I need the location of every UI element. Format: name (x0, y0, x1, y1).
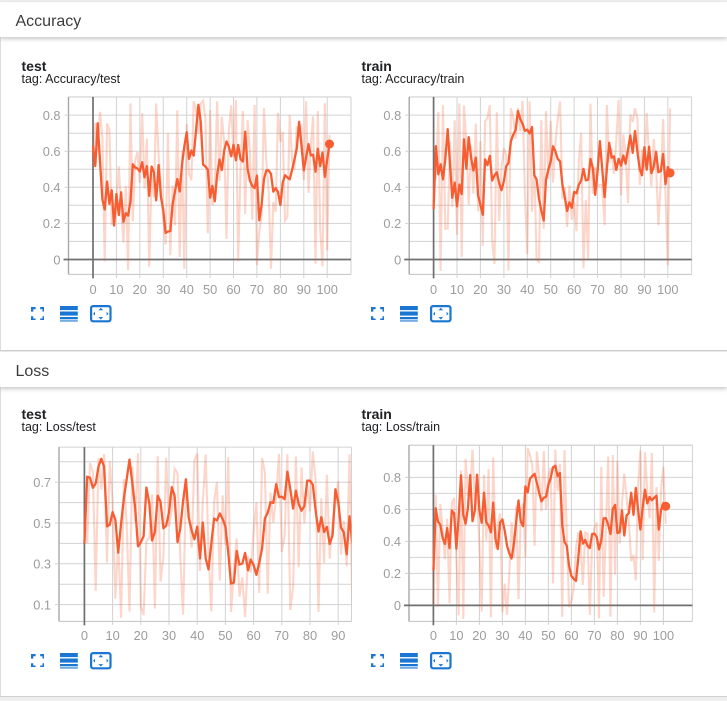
svg-text:20: 20 (134, 628, 148, 643)
svg-text:0.3: 0.3 (33, 557, 51, 572)
svg-text:30: 30 (162, 628, 176, 643)
svg-text:60: 60 (226, 282, 240, 297)
svg-text:0: 0 (81, 628, 88, 643)
svg-text:0.6: 0.6 (43, 144, 61, 159)
svg-text:0: 0 (394, 598, 401, 613)
svg-text:40: 40 (520, 282, 534, 297)
svg-text:30: 30 (497, 282, 511, 297)
svg-text:10: 10 (105, 628, 119, 643)
svg-text:20: 20 (472, 628, 486, 643)
svg-text:50: 50 (203, 282, 217, 297)
svg-text:0.8: 0.8 (43, 108, 61, 123)
svg-text:40: 40 (190, 628, 204, 643)
svg-text:0.4: 0.4 (383, 534, 401, 549)
svg-text:80: 80 (610, 628, 624, 643)
svg-text:60: 60 (567, 282, 581, 297)
svg-text:0: 0 (430, 282, 437, 297)
svg-text:0.6: 0.6 (383, 502, 401, 517)
svg-text:80: 80 (614, 282, 628, 297)
svg-text:10: 10 (109, 282, 123, 297)
svg-text:80: 80 (303, 628, 317, 643)
svg-text:70: 70 (590, 282, 604, 297)
svg-text:10: 10 (449, 628, 463, 643)
svg-text:30: 30 (156, 282, 170, 297)
svg-text:0.2: 0.2 (383, 566, 401, 581)
svg-text:80: 80 (273, 282, 287, 297)
svg-text:30: 30 (495, 628, 509, 643)
svg-text:10: 10 (450, 282, 464, 297)
svg-text:0.6: 0.6 (383, 144, 401, 159)
svg-text:0.7: 0.7 (33, 475, 51, 490)
svg-text:40: 40 (518, 628, 532, 643)
svg-text:0.1: 0.1 (33, 597, 51, 612)
svg-text:100: 100 (317, 282, 338, 297)
svg-text:0.8: 0.8 (383, 108, 401, 123)
svg-text:90: 90 (633, 628, 647, 643)
svg-text:50: 50 (218, 628, 232, 643)
svg-text:90: 90 (637, 282, 651, 297)
svg-text:0.4: 0.4 (383, 180, 401, 195)
svg-text:60: 60 (246, 628, 260, 643)
svg-text:100: 100 (657, 282, 678, 297)
svg-text:90: 90 (297, 282, 311, 297)
svg-text:70: 70 (587, 628, 601, 643)
svg-text:70: 70 (275, 628, 289, 643)
svg-text:0.2: 0.2 (43, 216, 61, 231)
svg-text:0: 0 (89, 282, 96, 297)
svg-text:70: 70 (250, 282, 264, 297)
svg-text:0: 0 (394, 252, 401, 267)
svg-text:90: 90 (331, 628, 345, 643)
svg-text:0.5: 0.5 (33, 516, 51, 531)
svg-text:20: 20 (473, 282, 487, 297)
svg-text:0: 0 (430, 628, 437, 643)
svg-text:40: 40 (180, 282, 194, 297)
svg-text:100: 100 (653, 628, 674, 643)
svg-text:0: 0 (53, 252, 60, 267)
svg-text:60: 60 (564, 628, 578, 643)
svg-text:50: 50 (544, 282, 558, 297)
svg-text:0.2: 0.2 (383, 216, 401, 231)
svg-text:0.8: 0.8 (383, 470, 401, 485)
svg-text:20: 20 (133, 282, 147, 297)
svg-text:0.4: 0.4 (43, 180, 61, 195)
svg-text:50: 50 (541, 628, 555, 643)
